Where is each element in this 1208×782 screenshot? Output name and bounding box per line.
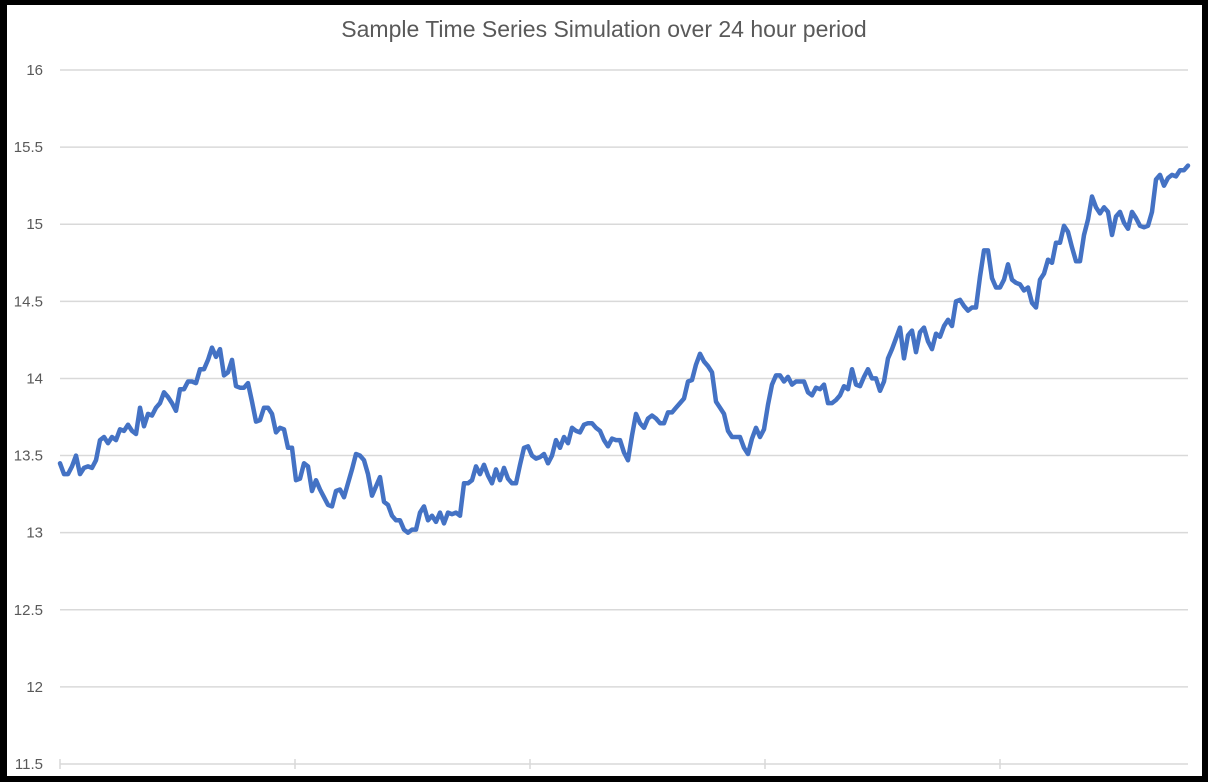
chart-frame: Sample Time Series Simulation over 24 ho… [7,5,1202,776]
y-tick-label: 15 [26,216,43,233]
y-tick-label: 14 [26,370,43,387]
line-chart: Sample Time Series Simulation over 24 ho… [14,16,1191,773]
gridlines [60,69,1188,765]
y-tick-label: 12 [26,679,43,696]
y-axis-tick-labels: 11.5 12 12.5 13 13.5 14 14.5 15 15.5 16 [14,62,43,773]
y-tick-label: 11.5 [15,756,43,773]
series-line [57,163,1191,535]
x-axis [59,759,1001,769]
y-tick-label: 14.5 [14,293,43,310]
y-tick-label: 15.5 [14,139,43,156]
chart-title: Sample Time Series Simulation over 24 ho… [341,16,866,42]
y-tick-label: 12.5 [14,602,43,619]
y-tick-label: 16 [26,62,43,79]
y-tick-label: 13 [26,525,43,542]
y-tick-label: 13.5 [14,448,43,465]
